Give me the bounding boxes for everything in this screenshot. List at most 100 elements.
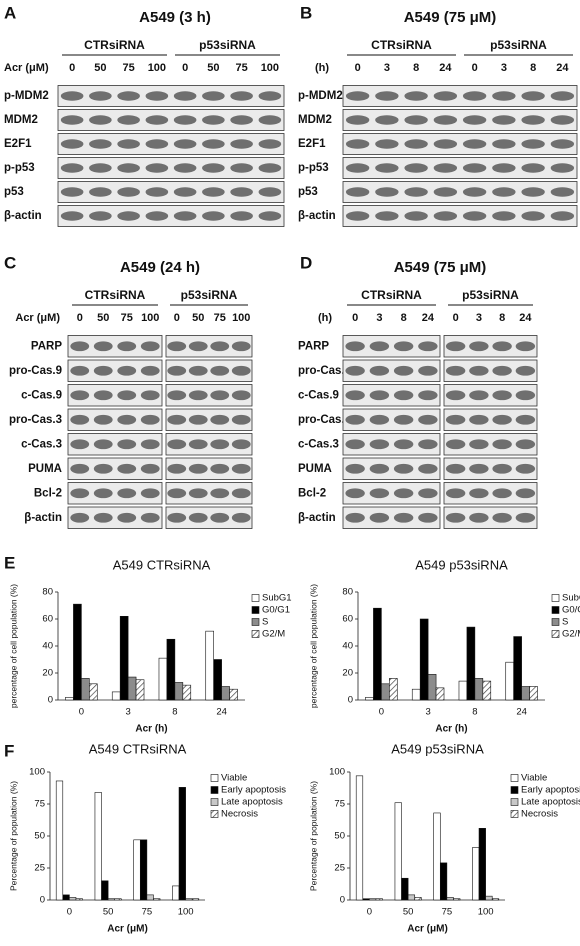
blot-band <box>369 439 390 450</box>
blot-band <box>393 365 414 376</box>
blot-strip <box>342 482 441 505</box>
bar <box>355 775 364 901</box>
blot-band <box>89 187 112 197</box>
blot-band <box>418 463 438 474</box>
blot-band <box>375 91 399 101</box>
group-label: p53siRNA <box>181 288 238 302</box>
blot-band <box>393 390 414 401</box>
blot-band <box>140 439 160 450</box>
blot-band <box>462 187 487 197</box>
legend-label: Viable <box>221 773 247 784</box>
row-label: p53 <box>4 186 24 198</box>
blot-band <box>167 439 187 450</box>
blot-title: A549 (24 h) <box>120 259 200 276</box>
bar <box>55 780 64 901</box>
blot-strip <box>443 506 538 529</box>
blot-band <box>173 139 197 149</box>
blot-strip <box>342 408 441 431</box>
bar <box>153 898 161 901</box>
blot-band <box>70 390 90 401</box>
y-tick-label: 0 <box>48 695 53 706</box>
blot-band <box>231 463 251 474</box>
blot-band <box>167 341 187 352</box>
blot-band <box>469 365 489 376</box>
blot-band <box>89 163 112 173</box>
legend-label: S <box>562 617 568 628</box>
blot-band <box>173 91 197 101</box>
blot-band <box>515 365 536 376</box>
blot-band <box>418 414 438 425</box>
legend-swatch <box>210 774 219 782</box>
lane-axis-label: Acr (μM) <box>15 312 60 324</box>
blot-title: A549 (3 h) <box>139 9 211 26</box>
blot-band <box>258 211 282 221</box>
row-label: pro-Cas.3 <box>298 414 351 426</box>
y-tick-label: 75 <box>34 799 45 810</box>
blot-band <box>145 211 169 221</box>
panel-letter: B <box>300 3 312 22</box>
x-tick-label: 50 <box>403 907 414 918</box>
blot-band <box>469 463 489 474</box>
blot-band <box>117 341 137 352</box>
chart-title: A549 p53siRNA <box>415 557 508 572</box>
lane-label: 8 <box>401 312 407 324</box>
blot-band <box>345 414 365 425</box>
blot-band <box>231 439 251 450</box>
bar <box>407 894 416 901</box>
blot-band <box>210 341 230 352</box>
blot-band <box>140 488 160 499</box>
blot-band <box>188 365 208 376</box>
bar <box>521 686 530 701</box>
group-label: CTRsiRNA <box>371 38 432 52</box>
group-label: CTRsiRNA <box>84 38 145 52</box>
x-tick-label: 8 <box>172 707 177 718</box>
row-label: β-actin <box>298 512 336 524</box>
blot-band <box>140 512 160 523</box>
blot-strip <box>67 384 163 407</box>
lane-label: 0 <box>352 312 358 324</box>
group-label: CTRsiRNA <box>361 288 422 302</box>
bar <box>362 898 370 901</box>
blot-band <box>210 488 230 499</box>
legend-label: Late apoptosis <box>521 797 580 808</box>
chart-title: A549 p53siRNA <box>391 741 484 756</box>
blot-band <box>173 187 197 197</box>
bar <box>365 696 374 701</box>
lane-label: 0 <box>355 62 361 74</box>
row-label: MDM2 <box>298 114 332 126</box>
blot-strip <box>57 85 285 107</box>
legend-label: Late apoptosis <box>221 797 283 808</box>
blot-band <box>70 365 90 376</box>
lane-label: 50 <box>207 62 219 74</box>
blot-band <box>521 211 545 221</box>
y-axis-label: Percentage of population (%) <box>308 781 318 891</box>
group-label: p53siRNA <box>199 38 256 52</box>
blot-band <box>445 463 466 474</box>
lane-label: 0 <box>69 62 75 74</box>
blot-band <box>469 414 489 425</box>
bar <box>411 688 421 701</box>
blot-band <box>418 365 438 376</box>
legend-label: SubG1 <box>262 593 292 604</box>
blot-band <box>393 512 414 523</box>
blot-band <box>188 488 208 499</box>
blot-band <box>345 115 370 125</box>
lane-label: 0 <box>472 62 478 74</box>
blot-strip <box>342 433 441 456</box>
lane-label: 8 <box>413 62 419 74</box>
y-tick-label: 50 <box>334 831 345 842</box>
legend-swatch <box>551 630 560 638</box>
lane-label: 75 <box>214 312 226 324</box>
bar <box>453 898 461 901</box>
y-tick-label: 0 <box>348 695 353 706</box>
blot-band <box>418 439 438 450</box>
blot-band <box>515 512 536 523</box>
blot-band <box>167 463 187 474</box>
row-label: p-MDM2 <box>4 90 49 102</box>
lane-label: 100 <box>148 62 166 74</box>
blot-strip <box>57 157 285 179</box>
y-tick-label: 25 <box>34 863 45 874</box>
row-label: β-actin <box>24 512 62 524</box>
blot-strip <box>165 433 253 456</box>
blot-band <box>492 341 512 352</box>
